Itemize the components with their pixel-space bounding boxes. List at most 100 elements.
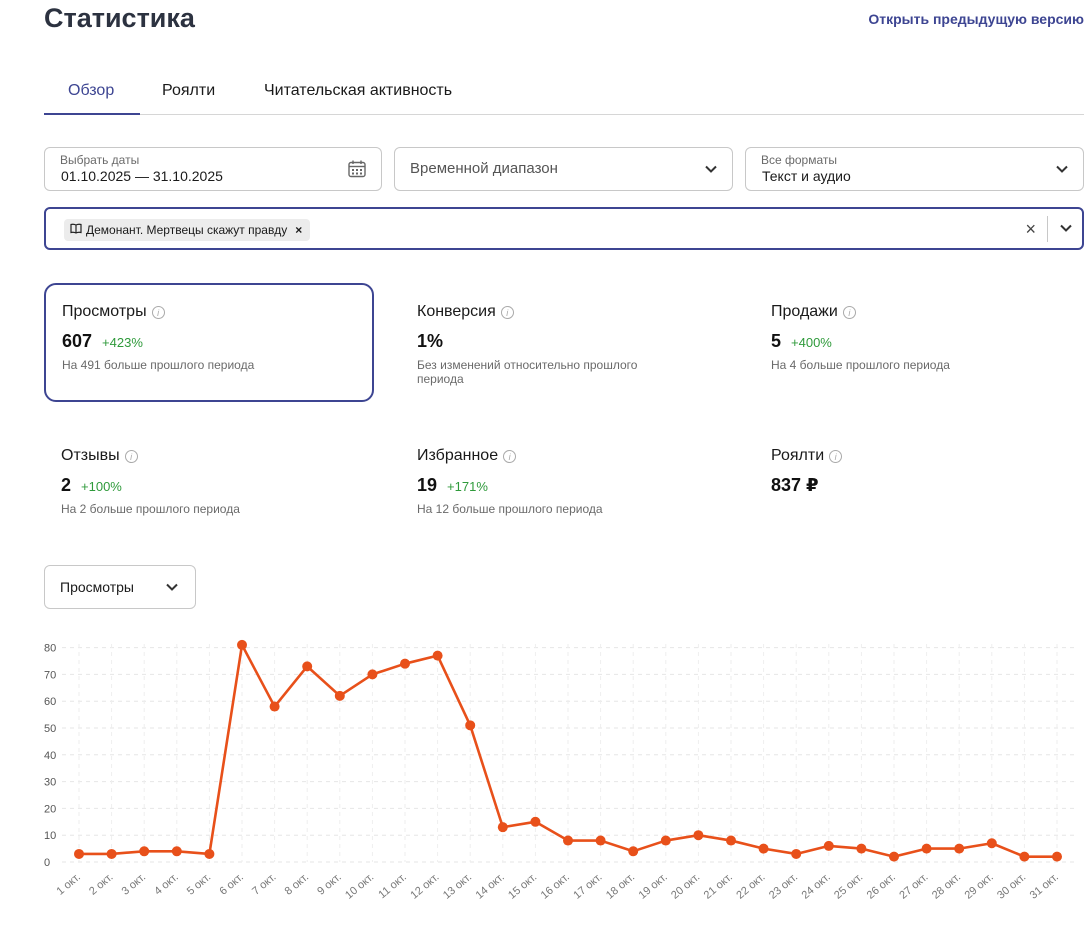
data-point (74, 848, 84, 859)
x-tick-label: 28 окт. (930, 871, 963, 902)
metric-card-royalty[interactable]: Роялти i 837 ₽ (754, 427, 1084, 546)
x-tick-label: 6 окт. (217, 871, 245, 898)
data-point (106, 848, 117, 859)
data-point (954, 843, 965, 854)
x-tick-label: 8 окт. (283, 871, 311, 898)
selected-book-chip: Демонант. Мертвецы скажут правду × (64, 219, 311, 241)
metric-name: Роялти (771, 447, 825, 464)
format-select-label: Все форматы (761, 153, 838, 167)
info-icon[interactable]: i (503, 449, 517, 463)
page-title: Статистика (44, 3, 195, 33)
data-point (791, 848, 802, 859)
metric-card-sales[interactable]: Продажи i 5 +400% На 4 больше прошлого пер… (754, 283, 1084, 402)
data-point (823, 840, 834, 851)
y-tick-label: 80 (44, 643, 56, 655)
previous-version-link[interactable]: Открыть предыдущую версию (868, 11, 1084, 27)
y-tick-label: 70 (44, 669, 56, 681)
x-tick-label: 11 окт. (376, 871, 409, 901)
data-point (921, 843, 932, 854)
x-tick-label: 30 окт. (995, 871, 1028, 902)
metric-note: Без изменений относительно прошлого пери… (417, 358, 638, 386)
y-tick-label: 50 (44, 723, 56, 735)
metric-value: 1% (417, 331, 444, 351)
tab-overview[interactable]: Обзор (68, 82, 115, 99)
x-tick-label: 19 окт. (637, 871, 670, 902)
chevron-down-icon (704, 162, 718, 181)
metric-note: На 12 больше прошлого периода (417, 502, 603, 516)
x-tick-label: 13 окт. (441, 871, 474, 902)
x-tick-label: 17 окт. (571, 871, 604, 902)
metric-value: 19 (417, 475, 438, 495)
format-select[interactable]: Все форматы Текст и аудио (745, 147, 1084, 191)
data-point (432, 650, 443, 661)
metric-card-views[interactable]: Просмотры i 607 +423% На 491 больше прошло… (44, 283, 374, 402)
metric-delta: +100% (81, 479, 122, 494)
data-point (856, 843, 867, 854)
clear-selection-icon[interactable]: × (1025, 219, 1036, 239)
metric-delta: +171% (447, 479, 488, 494)
chart-metric-value: Просмотры (60, 579, 134, 595)
select-divider (1047, 216, 1048, 242)
info-icon[interactable]: i (842, 305, 856, 319)
metric-name: Отзывы (61, 447, 120, 464)
x-tick-label: 25 окт. (832, 871, 865, 902)
tab-royalty[interactable]: Роялти (162, 82, 216, 99)
x-tick-label: 4 окт. (152, 871, 180, 898)
y-tick-label: 40 (44, 750, 56, 762)
data-point (726, 835, 736, 846)
y-tick-label: 60 (44, 696, 56, 708)
chevron-down-icon (165, 580, 179, 599)
tab-reader-activity[interactable]: Читательская активность (264, 82, 453, 99)
info-icon[interactable]: i (124, 449, 138, 463)
y-tick-label: 0 (44, 857, 50, 869)
metric-note: На 2 больше прошлого периода (61, 502, 240, 516)
metric-value: 607 (62, 331, 93, 351)
data-point (693, 830, 704, 841)
book-icon (70, 223, 82, 237)
date-picker-value: 01.10.2025 — 31.10.2025 (61, 168, 223, 184)
data-point (595, 835, 606, 846)
metric-name: Просмотры (62, 303, 147, 320)
data-point (758, 843, 769, 854)
x-tick-label: 20 окт. (669, 871, 702, 902)
chart-metric-select[interactable]: Просмотры (44, 565, 196, 609)
metric-delta: +400% (791, 335, 832, 350)
date-range-picker[interactable]: Выбрать даты 01.10.2025 — 31.10.2025 (44, 147, 382, 191)
data-point (563, 835, 573, 846)
x-tick-label: 31 окт. (1028, 871, 1061, 902)
data-point (334, 690, 345, 701)
remove-book-icon[interactable]: × (295, 223, 303, 237)
y-tick-label: 10 (44, 830, 56, 842)
metric-value: 837 ₽ (771, 475, 819, 495)
x-tick-label: 23 окт. (767, 871, 800, 902)
metric-value: 5 (771, 331, 782, 351)
info-icon[interactable]: i (151, 305, 165, 319)
data-point (171, 846, 182, 857)
metric-note: На 491 больше прошлого периода (62, 358, 255, 372)
data-point (204, 848, 215, 859)
data-point (139, 846, 150, 857)
metric-name: Конверсия (417, 303, 496, 320)
metric-card-favorites[interactable]: Избранное i 19 +171% На 12 больше прошлого… (400, 427, 730, 546)
metric-name: Продажи (771, 303, 838, 320)
x-tick-label: 1 окт. (54, 871, 82, 898)
info-icon[interactable]: i (829, 449, 843, 463)
chevron-down-icon[interactable] (1059, 221, 1073, 240)
info-icon[interactable]: i (500, 305, 514, 319)
time-range-select[interactable]: Временной диапазон (394, 147, 733, 191)
metric-card-conversion[interactable]: Конверсия i 1% Без изменений относительно… (400, 283, 730, 402)
data-point (1052, 851, 1062, 862)
data-point (628, 846, 639, 857)
format-select-value: Текст и аудио (762, 168, 851, 184)
y-tick-label: 20 (44, 803, 56, 815)
book-select[interactable]: Демонант. Мертвецы скажут правду × × (44, 207, 1084, 250)
calendar-icon[interactable] (347, 159, 367, 184)
x-tick-label: 24 окт. (800, 871, 833, 902)
x-tick-label: 10 окт. (343, 871, 376, 902)
y-tick-label: 30 (44, 777, 56, 789)
data-point (269, 701, 280, 712)
metric-value: 2 (61, 475, 72, 495)
data-point (367, 669, 378, 680)
x-tick-label: 29 окт. (963, 871, 996, 902)
metric-card-reviews[interactable]: Отзывы i 2 +100% На 2 больше прошлого пери… (44, 427, 374, 546)
